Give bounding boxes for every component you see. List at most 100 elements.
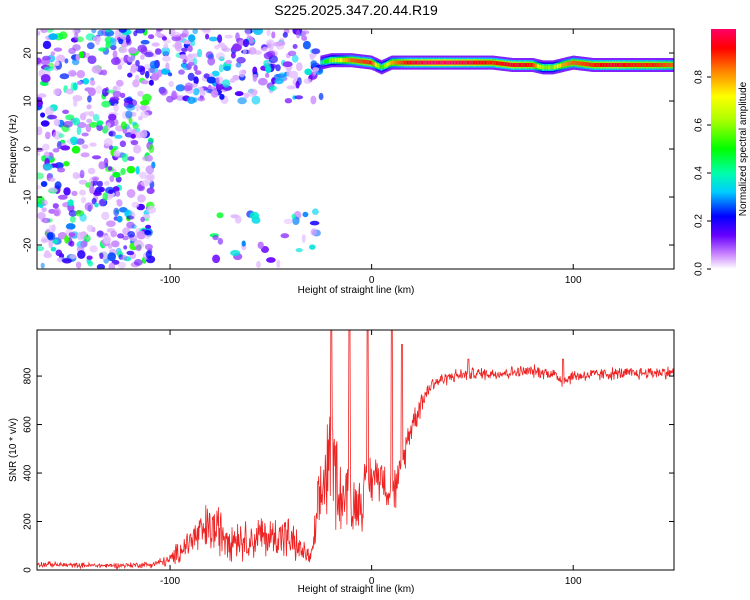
heatmap-noise-blob: [43, 66, 54, 72]
spectrogram-heatmap: [37, 29, 674, 269]
heatmap-ridge-cell: [649, 63, 652, 67]
heatmap-ridge-cell: [586, 62, 589, 67]
heatmap-noise-blob: [291, 213, 297, 220]
heatmap-noise-blob: [197, 48, 203, 58]
heatmap-ridge-cell: [470, 60, 473, 65]
heatmap-ridge-cell: [320, 60, 323, 65]
snr-series-line: [37, 330, 674, 570]
heatmap-ridge-cell: [644, 63, 647, 67]
heatmap-ridge-cell: [324, 59, 326, 64]
heatmap-noise-blob: [292, 44, 298, 49]
heatmap-ridge-cell: [494, 60, 497, 65]
snr-ylabel: SNR (10 * v/v): [8, 418, 19, 482]
heatmap-noise-blob: [91, 176, 100, 181]
heatmap-ridge-cell: [327, 58, 330, 63]
heatmap-noise-blob: [133, 259, 143, 266]
heatmap-ridge-cell: [547, 65, 550, 70]
heatmap-ridge-cell: [526, 63, 528, 67]
heatmap-noise-blob: [104, 180, 110, 186]
heatmap-noise-blob: [235, 62, 242, 68]
heatmap-ridge-cell: [497, 61, 499, 66]
heatmap-ridge-cell: [458, 60, 461, 65]
heatmap-ridge-cell: [368, 60, 371, 65]
heatmap-ridge-cell: [524, 63, 527, 67]
heatmap-ridge-cell: [544, 65, 546, 70]
heatmap-ridge-cell: [654, 63, 657, 67]
heatmap-noise-blob: [143, 63, 151, 70]
heatmap-noise-blob: [149, 60, 159, 69]
heatmap-ridge-cell: [538, 64, 540, 69]
heatmap-noise-blob: [137, 90, 144, 97]
heatmap-ridge-cell: [627, 63, 630, 67]
heatmap-noise-blob: [59, 73, 70, 80]
heatmap-noise-blob: [146, 205, 157, 214]
heatmap-ridge-cell: [370, 60, 372, 65]
heatmap-noise-blob: [218, 64, 224, 73]
heatmap-noise-blob: [91, 197, 97, 205]
heatmap-ridge-cell: [504, 62, 507, 67]
heatmap-ridge-cell: [491, 60, 493, 65]
heatmap-noise-blob: [70, 136, 78, 144]
heatmap-noise-blob: [106, 220, 116, 227]
heatmap-ridge-cell: [321, 60, 324, 65]
heatmap-noise-blob: [86, 118, 93, 124]
heatmap-ridge-cell: [639, 63, 642, 67]
heatmap-noise-blob: [76, 126, 82, 135]
heatmap-noise-blob: [135, 29, 146, 34]
heatmap-noise-blob: [52, 88, 61, 96]
heatmap-noise-blob: [234, 91, 244, 97]
heatmap-noise-blob: [276, 73, 286, 78]
heatmap-noise-blob: [181, 47, 188, 52]
heatmap-ridge-cell: [672, 63, 674, 67]
colorbar-tick-label: 0.2: [694, 214, 705, 228]
heatmap-noise-blob: [45, 106, 54, 116]
heatmap-noise-blob: [78, 179, 88, 185]
heatmap-ridge-cell: [618, 63, 620, 67]
heatmap-noise-blob: [303, 78, 312, 84]
heatmap-noise-blob: [118, 38, 124, 45]
heatmap-ridge-cell: [360, 59, 363, 64]
heatmap-noise-blob: [57, 167, 66, 173]
heatmap-ridge-cell: [530, 63, 533, 67]
heatmap-ridge-cell: [396, 60, 399, 65]
snr-frame: [36, 329, 675, 571]
heatmap-noise-blob: [70, 82, 75, 91]
heatmap-noise-blob: [215, 52, 226, 60]
heatmap-noise-blob: [296, 29, 301, 39]
heatmap-noise-blob: [266, 257, 276, 263]
heatmap-noise-blob: [130, 133, 136, 139]
heatmap-noise-blob: [230, 249, 241, 257]
heatmap-noise-blob: [235, 32, 240, 41]
heatmap-noise-blob: [98, 186, 105, 193]
y-tick-label: -10: [23, 189, 34, 204]
heatmap-ridge-cell: [431, 60, 434, 65]
heatmap-ridge-cell: [418, 60, 421, 65]
heatmap-noise-blob: [311, 48, 321, 55]
heatmap-ridge-cell: [661, 63, 664, 67]
heatmap-noise-blob: [65, 223, 76, 230]
heatmap-ridge-cell: [336, 58, 338, 63]
heatmap-noise-blob: [86, 255, 93, 260]
colorbar-label: Normalized spectral amplitude: [738, 81, 749, 216]
heatmap-ridge-cell: [613, 63, 615, 67]
heatmap-noise-blob: [237, 97, 247, 105]
heatmap-ridge-cell: [486, 60, 488, 65]
x-tick-label: 100: [565, 275, 582, 286]
heatmap-ridge-cell: [607, 63, 609, 67]
heatmap-noise-blob: [192, 97, 198, 103]
heatmap-ridge-cell: [587, 62, 590, 67]
heatmap-ridge-cell: [322, 60, 325, 64]
heatmap-noise-blob: [37, 246, 45, 252]
heatmap-ridge-cell: [545, 65, 548, 70]
heatmap-ridge-cell: [436, 60, 439, 65]
heatmap-ridge-cell: [364, 59, 366, 64]
heatmap-noise-blob: [68, 69, 77, 77]
heatmap-ridge-cell: [647, 63, 649, 67]
heatmap-ridge-cell: [432, 60, 435, 65]
heatmap-noise-blob: [37, 151, 41, 157]
heatmap-ridge-cell: [578, 61, 580, 66]
heatmap-noise-blob: [127, 54, 136, 63]
heatmap-noise-blob: [162, 55, 171, 62]
heatmap-noise-blob: [114, 134, 123, 139]
heatmap-noise-blob: [216, 212, 224, 219]
